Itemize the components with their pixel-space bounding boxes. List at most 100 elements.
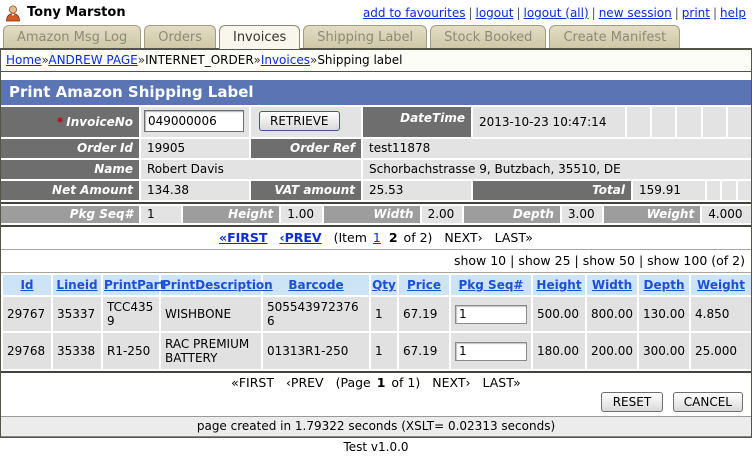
col-header-barcode: Barcode (263, 275, 369, 295)
show-50-option[interactable]: show 50 (582, 253, 635, 268)
breadcrumb-andrew-page[interactable]: ANDREW PAGE (48, 53, 138, 67)
col-header-weight: Weight (691, 275, 751, 295)
pkg-seq-value: 1 (141, 206, 182, 223)
order-ref-label: Order Ref (251, 139, 361, 158)
cancel-button[interactable]: CANCEL (672, 392, 743, 412)
pkg-seq-input[interactable] (455, 341, 527, 361)
sort-printdescription-link[interactable]: PrintDescription (162, 278, 273, 292)
cell-width: 200.00 (587, 333, 637, 369)
sort-price-link[interactable]: Price (406, 278, 442, 292)
empty-cell (652, 107, 676, 137)
top-link-help[interactable]: help (720, 5, 746, 20)
cell-printpart: TCC4359 (103, 297, 159, 331)
net-amount-label: Net Amount (1, 181, 139, 200)
version-text: Test v1.0.0 (343, 440, 409, 454)
table-row: 29767 35337 TCC4359 WISHBONE 50554397237… (3, 297, 751, 331)
sort-printpart-link[interactable]: PrintPart (104, 278, 166, 292)
cell-price: 67.19 (399, 333, 449, 369)
top-link-print[interactable]: print (681, 5, 710, 20)
col-header-lineid: Lineid (53, 275, 101, 295)
pkg-depth-value: 3.00 (561, 206, 603, 223)
order-id-value: 19905 (141, 139, 249, 158)
spacer (1, 72, 751, 80)
cell-height: 500.00 (533, 297, 585, 331)
cell-qty: 1 (371, 333, 397, 369)
sort-lineid-link[interactable]: Lineid (56, 278, 98, 292)
empty-cell (627, 107, 651, 137)
cell-barcode: 5055439723766 (263, 297, 369, 331)
cell-pkg-seq (451, 297, 531, 331)
top-link-new-session[interactable]: new session (598, 5, 672, 20)
col-header-printdescription: PrintDescription (161, 275, 273, 295)
item-pagination: «FIRST ‹PREV (Item 1 2 of 2) NEXT› LAST» (1, 227, 751, 249)
line-items-table: Id Lineid PrintPart PrintDescription Bar… (1, 273, 752, 371)
breadcrumb-invoices[interactable]: Invoices (260, 53, 310, 67)
user-avatar-icon (4, 4, 22, 22)
sort-width-link[interactable]: Width (591, 278, 633, 292)
page-pager-suffix: of 1) (391, 375, 421, 390)
col-header-price: Price (399, 275, 449, 295)
spacer (1, 204, 751, 206)
section-divider (1, 371, 751, 373)
cell-height: 180.00 (533, 333, 585, 369)
cell-pkg-seq (451, 333, 531, 369)
cell-printdescription: WISHBONE (161, 297, 261, 331)
top-link-add-favourites[interactable]: add to favourites (362, 5, 466, 20)
top-link-logout[interactable]: logout (475, 5, 514, 20)
net-amount-value: 134.38 (141, 181, 249, 200)
sort-id-link[interactable]: Id (20, 278, 34, 292)
item-pager-suffix: of 2) (403, 230, 433, 245)
invoiceno-cell (141, 107, 249, 137)
amounts-row: Net Amount 134.38 VAT amount 25.53 Total… (1, 181, 751, 200)
name-value: Robert Davis (141, 160, 361, 179)
retrieve-button[interactable]: RETRIEVE (259, 111, 340, 131)
tab-stock-booked[interactable]: Stock Booked (430, 25, 547, 48)
tab-shipping-label[interactable]: Shipping Label (303, 25, 428, 48)
reset-button[interactable]: RESET (600, 392, 663, 412)
breadcrumb-separator: » (41, 53, 49, 67)
action-buttons: RESET CANCEL (1, 391, 751, 416)
sort-depth-link[interactable]: Depth (643, 278, 685, 292)
divider (1, 249, 751, 250)
section-divider (1, 225, 751, 227)
show-25-option[interactable]: show 25 (518, 253, 571, 268)
item-page-1-link[interactable]: 1 (372, 230, 381, 245)
tab-amazon-msg-log[interactable]: Amazon Msg Log (3, 25, 142, 48)
item-pager-prefix: (Item (333, 230, 367, 245)
show-separator: | (574, 253, 579, 268)
tab-orders[interactable]: Orders (144, 25, 216, 48)
pkg-weight-value: 4.000 (702, 206, 751, 223)
show-options-bar: show 10 | show 25 | show 50 | show 100 (of 2) (1, 250, 751, 272)
pkg-seq-input[interactable] (455, 304, 527, 324)
col-header-id: Id (3, 275, 51, 295)
top-link-logout-all[interactable]: logout (all) (523, 5, 589, 20)
order-row: Order Id 19905 Order Ref test11878 (1, 139, 751, 158)
table-row: 29768 35338 R1-250 RAC PREMIUM BATTERY 0… (3, 333, 751, 369)
cell-id: 29767 (3, 297, 51, 331)
invoiceno-input[interactable] (144, 110, 244, 132)
retrieve-cell: RETRIEVE (251, 107, 361, 137)
item-first-link[interactable]: «FIRST (219, 230, 268, 245)
total-label: Total (473, 181, 631, 200)
item-prev-link[interactable]: ‹PREV (279, 230, 322, 245)
pkg-seq-label: Pkg Seq# (1, 206, 139, 223)
breadcrumb-home[interactable]: Home (6, 53, 42, 67)
sort-qty-link[interactable]: Qty (372, 278, 396, 292)
sort-weight-link[interactable]: Weight (697, 278, 745, 292)
show-100-option[interactable]: show 100 (of 2) (647, 253, 745, 268)
datetime-value: 2013-10-23 10:47:14 (473, 107, 625, 137)
page-last-text: LAST» (482, 375, 521, 390)
cell-printpart: R1-250 (103, 333, 159, 369)
col-header-height: Height (533, 275, 585, 295)
show-10-option[interactable]: show 10 (453, 253, 507, 268)
table-header-row: Id Lineid PrintPart PrintDescription Bar… (3, 275, 751, 295)
sort-barcode-link[interactable]: Barcode (288, 278, 344, 292)
pkg-width-value: 2.00 (421, 206, 462, 223)
sort-height-link[interactable]: Height (536, 278, 582, 292)
cell-depth: 300.00 (639, 333, 689, 369)
tab-create-manifest[interactable]: Create Manifest (549, 25, 681, 48)
sort-pkg-seq-link[interactable]: Pkg Seq# (458, 278, 524, 292)
tab-invoices[interactable]: Invoices (218, 25, 301, 49)
pkg-depth-label: Depth (463, 206, 560, 223)
top-link-separator: | (591, 5, 596, 20)
